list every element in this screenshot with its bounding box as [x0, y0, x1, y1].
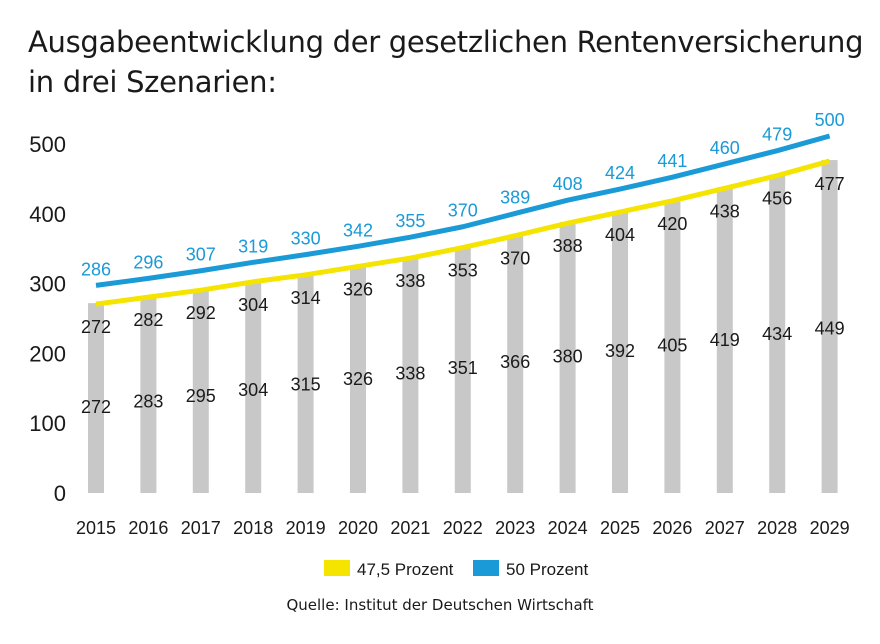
bar — [664, 199, 681, 493]
bar-value-label: 283 — [133, 391, 163, 411]
yellow-series-value-label: 370 — [500, 249, 530, 269]
y-tick-label: 500 — [29, 132, 66, 157]
x-axis: 2015 2016 2017 2018 2019 2020 2021 2022 2023 2024… — [76, 518, 850, 538]
yellow-series-value-label: 388 — [553, 236, 583, 256]
bar — [297, 273, 314, 493]
x-tick-label: 2018 — [233, 518, 273, 538]
bar-value-label: 392 — [605, 341, 635, 361]
blue-series-value-label: 307 — [186, 245, 216, 265]
blue-series-value-label: 342 — [343, 220, 373, 240]
yellow-series-value-label: 338 — [395, 271, 425, 291]
yellow-series-value-label: 304 — [238, 295, 268, 315]
bar — [559, 222, 576, 493]
yellow-series-value-label: 353 — [448, 261, 478, 281]
yellow-series-value-label: 282 — [133, 310, 163, 330]
x-tick-label: 2017 — [181, 518, 221, 538]
bar — [821, 160, 838, 493]
bar — [454, 246, 471, 493]
bar-value-label: 449 — [815, 319, 845, 339]
bar-value-label: 434 — [762, 324, 792, 344]
x-tick-label: 2015 — [76, 518, 116, 538]
bar — [88, 303, 104, 493]
bar — [507, 234, 524, 494]
y-tick-label: 200 — [29, 341, 66, 366]
bar-value-label: 326 — [343, 369, 373, 389]
yellow-series-value-label: 314 — [291, 288, 321, 308]
bar — [769, 174, 786, 493]
blue-series-value-label: 408 — [553, 174, 583, 194]
yellow-series-value-label: 272 — [81, 317, 111, 337]
yellow-series-value-label: 438 — [710, 201, 740, 221]
y-tick-label: 400 — [29, 202, 66, 227]
chart-title-line-1: Ausgabeentwicklung der gesetzlichen Rent… — [28, 25, 864, 59]
chart-title-line-2: in drei Szenarien: — [28, 65, 277, 99]
x-tick-label: 2026 — [652, 518, 692, 538]
bar — [716, 187, 733, 493]
x-tick-label: 2020 — [338, 518, 378, 538]
bar — [192, 289, 209, 493]
bar-value-label: 351 — [448, 358, 478, 378]
bar-value-label: 315 — [291, 375, 321, 395]
source-note: Quelle: Institut der Deutschen Wirtschaf… — [286, 596, 594, 614]
bar — [402, 257, 419, 493]
blue-series-value-label: 370 — [448, 201, 478, 221]
bar-value-label: 304 — [238, 380, 268, 400]
blue-series-value-label: 355 — [395, 211, 425, 231]
x-tick-label: 2027 — [705, 518, 745, 538]
yellow-series-value-label: 292 — [186, 303, 216, 323]
blue-series-value-label: 441 — [657, 151, 687, 171]
data-labels: 272 283 295 304 315 326 338 351 366 380 392 405 419 4… — [81, 110, 845, 417]
blue-series-value-label: 296 — [133, 252, 163, 272]
x-tick-label: 2016 — [128, 518, 168, 538]
legend-label: 50 Prozent — [506, 560, 588, 579]
y-axis: 0 100 200 300 400 500 — [29, 132, 66, 506]
series-line-yellow — [95, 158, 831, 307]
bar-value-label: 366 — [500, 352, 530, 372]
blue-series-value-label: 424 — [605, 163, 635, 183]
bars — [88, 160, 838, 494]
x-tick-label: 2025 — [600, 518, 640, 538]
bar — [245, 280, 262, 493]
x-tick-label: 2028 — [757, 518, 797, 538]
bar-value-label: 380 — [553, 347, 583, 367]
blue-series-value-label: 500 — [815, 110, 845, 130]
y-tick-label: 300 — [29, 272, 66, 297]
x-tick-label: 2019 — [286, 518, 326, 538]
x-tick-label: 2022 — [443, 518, 483, 538]
blue-series-value-label: 330 — [291, 229, 321, 249]
lines — [95, 133, 831, 307]
bar — [612, 211, 628, 493]
legend-label: 47,5 Prozent — [357, 560, 454, 579]
bar — [350, 265, 366, 493]
x-tick-label: 2029 — [810, 518, 850, 538]
x-tick-label: 2024 — [548, 518, 588, 538]
chart-canvas: 0 100 200 300 400 500 272 283 295 304 315 326 338 35… — [29, 110, 850, 579]
legend-swatch-blue — [473, 560, 499, 576]
y-tick-label: 0 — [54, 481, 66, 506]
legend-swatch-yellow — [324, 560, 350, 576]
bar-value-label: 272 — [81, 397, 111, 417]
blue-series-value-label: 389 — [500, 187, 530, 207]
blue-series-value-label: 460 — [710, 138, 740, 158]
yellow-series-value-label: 404 — [605, 225, 635, 245]
yellow-series-value-label: 326 — [343, 279, 373, 299]
yellow-series-value-label: 420 — [657, 214, 687, 234]
bar-value-label: 419 — [710, 330, 740, 350]
bar-value-label: 295 — [186, 386, 216, 406]
bar — [140, 296, 157, 493]
blue-series-value-label: 479 — [762, 125, 792, 145]
x-tick-label: 2021 — [390, 518, 430, 538]
blue-series-value-label: 286 — [81, 259, 111, 279]
blue-series-value-label: 319 — [238, 236, 268, 256]
x-tick-label: 2023 — [495, 518, 535, 538]
y-tick-label: 100 — [29, 411, 66, 436]
bar-value-label: 405 — [657, 335, 687, 355]
legend: 47,5 Prozent 50 Prozent — [324, 560, 588, 579]
series-line-blue — [95, 133, 831, 288]
chart-title: Ausgabeentwicklung der gesetzlichen Rent… — [28, 22, 863, 102]
yellow-series-value-label: 477 — [815, 174, 845, 194]
yellow-series-value-label: 456 — [762, 189, 792, 209]
bar-value-label: 338 — [395, 363, 425, 383]
